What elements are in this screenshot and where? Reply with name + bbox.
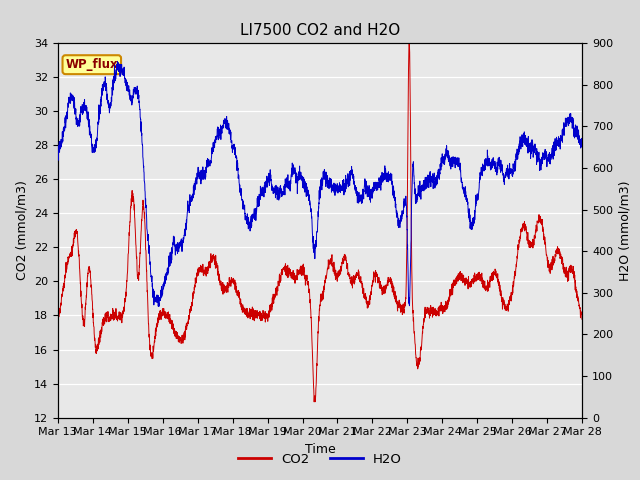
Y-axis label: CO2 (mmol/m3): CO2 (mmol/m3)	[15, 180, 28, 280]
X-axis label: Time: Time	[305, 443, 335, 456]
Text: WP_flux: WP_flux	[65, 58, 118, 71]
Legend: CO2, H2O: CO2, H2O	[233, 447, 407, 471]
Title: LI7500 CO2 and H2O: LI7500 CO2 and H2O	[240, 23, 400, 38]
Y-axis label: H2O (mmol/m3): H2O (mmol/m3)	[619, 180, 632, 281]
